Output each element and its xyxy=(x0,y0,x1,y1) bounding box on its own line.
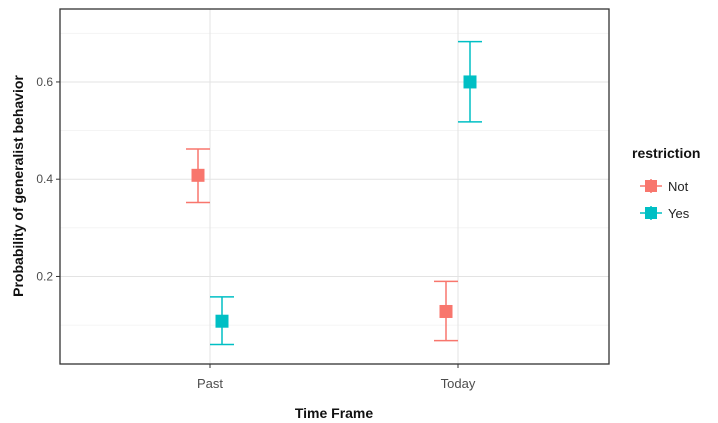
legend: restriction Not Yes xyxy=(632,145,700,221)
x-axis-title: Time Frame xyxy=(295,405,374,421)
data-point xyxy=(215,314,229,328)
legend-item-not: Not xyxy=(640,179,689,194)
plot-panel-border xyxy=(59,8,610,365)
y-tick-label: 0.2 xyxy=(36,269,53,283)
grid xyxy=(60,9,609,364)
data-point xyxy=(463,75,477,89)
legend-item-yes: Yes xyxy=(640,206,690,221)
x-axis: Past Today xyxy=(197,364,476,391)
y-axis-title: Probability of generalist behavior xyxy=(10,75,26,297)
legend-key-square xyxy=(645,180,657,192)
series-not xyxy=(186,148,458,342)
y-tick-label: 0.6 xyxy=(36,75,53,89)
data-point xyxy=(439,304,453,318)
data-point xyxy=(191,168,205,182)
y-axis: 0.2 0.4 0.6 xyxy=(36,75,60,283)
legend-key-square xyxy=(645,207,657,219)
legend-label: Yes xyxy=(668,206,690,221)
series xyxy=(186,40,482,346)
legend-title: restriction xyxy=(632,145,700,161)
x-tick-label: Today xyxy=(441,376,476,391)
x-tick-label: Past xyxy=(197,376,223,391)
y-tick-label: 0.4 xyxy=(36,172,53,186)
legend-label: Not xyxy=(668,179,689,194)
series-yes xyxy=(210,40,482,346)
